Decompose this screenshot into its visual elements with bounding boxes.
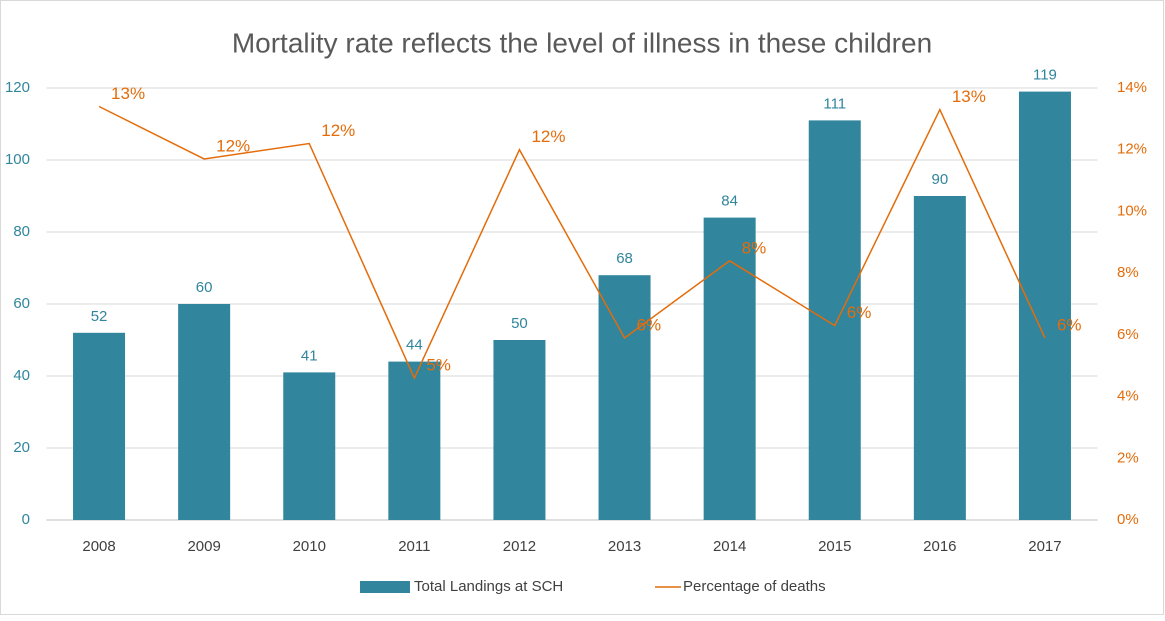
bar-value-label: 68 [616, 250, 633, 267]
bar-value-label: 44 [406, 337, 423, 354]
line-value-label: 6% [637, 315, 662, 334]
bar [178, 304, 231, 520]
bar-value-label: 84 [721, 193, 738, 210]
x-tick-label: 2013 [608, 538, 641, 555]
y-tick-label: 60 [13, 295, 30, 312]
line-value-label: 13% [111, 84, 145, 103]
y2-tick-label: 10% [1117, 202, 1147, 219]
y2-tick-label: 4% [1117, 388, 1139, 405]
line [98, 105, 1046, 380]
y2-tick-label: 14% [1117, 79, 1147, 96]
bar [73, 332, 126, 520]
bar-value-label: 41 [301, 347, 318, 364]
x-tick-label: 2015 [818, 538, 851, 555]
x-tick-label: 2014 [713, 538, 746, 555]
bar [1018, 91, 1071, 520]
y2-tick-label: 8% [1117, 264, 1139, 281]
line-value-label: 5% [426, 356, 451, 375]
bar-value-label: 111 [823, 95, 846, 112]
y-tick-label: 0 [22, 511, 30, 528]
bar-value-label: 119 [1033, 67, 1057, 84]
chart-title: Mortality rate reflects the level of ill… [232, 27, 932, 58]
bar [283, 372, 336, 520]
x-tick-label: 2016 [923, 538, 956, 555]
x-tick-label: 2008 [82, 538, 115, 555]
line-value-label: 12% [321, 121, 355, 140]
line-value-label: 6% [847, 303, 872, 322]
bar [598, 275, 651, 520]
legend-label: Total Landings at SCH [414, 578, 563, 595]
bar [913, 196, 966, 520]
bar-value-label: 52 [91, 308, 108, 325]
bar [808, 120, 861, 521]
bar-value-label: 90 [932, 171, 949, 188]
bar-value-label: 50 [511, 315, 528, 332]
y2-tick-label: 12% [1117, 141, 1147, 158]
y-tick-label: 40 [13, 367, 30, 384]
y-tick-label: 80 [13, 223, 30, 240]
x-tick-label: 2012 [503, 538, 536, 555]
x-tick-label: 2009 [187, 538, 220, 555]
line-value-label: 8% [742, 238, 767, 257]
legend-swatch [360, 581, 410, 593]
legend-label: Percentage of deaths [683, 578, 826, 595]
line-value-label: 12% [216, 136, 250, 155]
y2-tick-label: 0% [1117, 511, 1139, 528]
bar [388, 361, 441, 520]
line-value-label: 13% [952, 87, 986, 106]
y2-tick-label: 2% [1117, 449, 1139, 466]
bar-value-label: 60 [196, 279, 213, 296]
line-value-label: 6% [1057, 315, 1082, 334]
x-tick-label: 2017 [1028, 538, 1061, 555]
y-tick-label: 20 [13, 439, 30, 456]
y-tick-label: 100 [5, 151, 30, 168]
x-tick-label: 2011 [398, 538, 430, 555]
line-value-label: 12% [531, 127, 565, 146]
bar [703, 217, 756, 520]
bar [493, 340, 546, 520]
x-tick-label: 2010 [293, 538, 326, 555]
y-tick-label: 120 [5, 79, 30, 96]
y2-tick-label: 6% [1117, 326, 1139, 343]
